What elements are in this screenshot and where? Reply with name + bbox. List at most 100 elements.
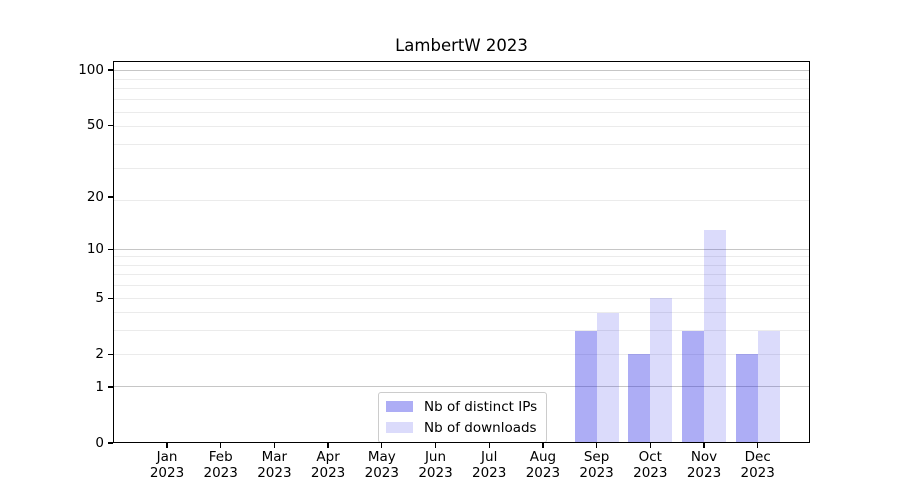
x-tick-month: Aug [529,449,557,465]
major-gridline [113,69,810,71]
minor-gridline [113,330,810,332]
x-tick-label: May 2023 [350,449,414,481]
bar-downloads-oct [650,298,673,443]
x-tick-year: 2023 [525,464,561,481]
major-gridline [113,248,810,250]
x-tick-label: Jun 2023 [404,449,468,481]
x-tick-mark [327,443,329,448]
y-tick-label: 10 [86,241,104,258]
y-tick-label: 50 [86,117,104,134]
legend-label-downloads: Nb of downloads [424,419,537,436]
chart-title: LambertW 2023 [395,36,528,55]
x-tick-month: Nov [690,449,718,465]
x-tick-label: Aug 2023 [511,449,575,481]
y-tick-mark [108,386,113,388]
minor-gridline [113,88,810,90]
x-tick-label: Feb 2023 [189,449,253,481]
x-tick-month: Jul [481,449,498,465]
x-tick-year: 2023 [579,464,614,481]
y-tick-mark [108,124,113,126]
minor-gridline [113,285,810,287]
x-tick-label: Jan 2023 [135,449,199,481]
x-tick-mark [220,443,222,448]
legend-item-distinct-ips: Nb of distinct IPs [386,398,537,415]
y-tick-mark [108,196,113,198]
x-tick-month: May [367,449,396,465]
x-tick-label: Dec 2023 [726,449,790,481]
x-tick-mark [166,443,168,448]
bar-distinct-ips-nov [682,330,704,443]
x-tick-mark [757,443,759,448]
x-tick-month: Oct [638,449,662,465]
y-tick-mark [108,69,113,71]
x-tick-mark [649,443,651,448]
minor-gridline [113,200,810,202]
x-tick-label: Jul 2023 [457,449,521,481]
major-gridline [113,386,810,388]
x-tick-label: Nov 2023 [672,449,736,481]
minor-gridline [113,256,810,258]
x-tick-mark [488,443,490,448]
x-tick-mark [703,443,705,448]
minor-gridline [113,274,810,276]
plot-area: 0 1 2 5 10 20 50 100 Jan 2023 Feb 2023 Mar 2023 Apr 20… [78,61,810,480]
x-tick-month: Sep [583,449,610,465]
x-tick-label: Sep 2023 [565,449,629,481]
legend-swatch-distinct-ips [386,401,413,412]
legend-swatch-downloads [386,422,413,433]
x-tick-month: Mar [261,449,288,465]
minor-gridline [113,297,810,299]
minor-gridline [113,126,810,128]
bar-distinct-ips-sep [574,330,597,443]
bar-downloads-dec [757,330,780,443]
x-tick-month: Apr [316,449,340,465]
x-tick-year: 2023 [418,464,453,481]
x-tick-mark [273,443,276,448]
x-tick-year: 2023 [310,464,346,481]
x-tick-year: 2023 [740,464,775,481]
minor-gridline [113,78,810,80]
minor-gridline [113,99,810,101]
minor-gridline [113,312,810,314]
x-tick-year: 2023 [364,464,399,481]
bar-downloads-sep [596,312,619,443]
y-tick-mark [108,442,113,444]
y-tick-label: 20 [86,188,104,205]
legend: Nb of distinct IPs Nb of downloads [378,392,548,443]
y-tick-label: 0 [95,435,104,451]
y-tick-label: 1 [95,378,104,395]
bar-distinct-ips-dec [735,354,758,443]
x-tick-year: 2023 [203,464,238,481]
x-tick-month: Jun [424,449,447,465]
x-tick-label: Oct 2023 [618,449,682,481]
y-tick-label: 5 [95,290,104,307]
bar-distinct-ips-oct [628,354,651,443]
minor-gridline [113,70,810,72]
minor-gridline [113,111,810,113]
x-tick-mark [434,443,437,448]
y-tick-label: 2 [95,346,104,363]
legend-label-distinct-ips: Nb of distinct IPs [424,398,538,415]
minor-gridline [113,144,810,146]
x-tick-year: 2023 [472,464,507,481]
minor-gridline [113,264,810,266]
x-tick-label: Mar 2023 [242,449,306,481]
x-tick-year: 2023 [149,464,185,481]
x-tick-mark [595,443,598,448]
x-tick-month: Dec [744,449,771,465]
y-tick-mark [108,353,113,355]
legend-item-downloads: Nb of downloads [386,419,537,436]
minor-gridline [113,353,810,355]
x-tick-mark [542,443,544,448]
x-tick-month: Jan [156,449,178,465]
x-tick-label: Apr 2023 [296,449,360,481]
x-tick-year: 2023 [633,464,668,481]
minor-gridline [113,167,810,169]
x-tick-month: Feb [208,449,233,465]
y-tick-label: 100 [78,62,104,78]
y-tick-mark [108,248,113,250]
x-tick-year: 2023 [686,464,722,481]
x-tick-year: 2023 [257,464,292,481]
x-tick-mark [381,443,383,448]
bar-downloads-nov [704,229,726,443]
